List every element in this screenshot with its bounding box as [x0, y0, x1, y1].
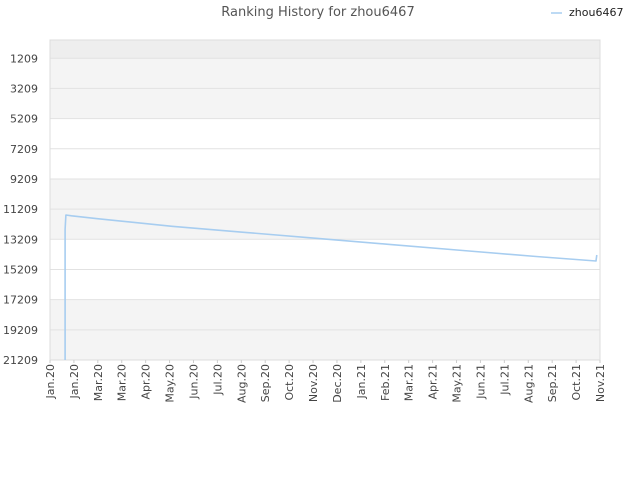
plot-frame	[49, 39, 601, 361]
gridlines	[50, 57, 600, 361]
legend-label: zhou6467	[569, 6, 623, 19]
legend[interactable]: zhou6467	[551, 6, 623, 19]
x-tick-label: Sep.21	[546, 364, 559, 402]
plot-bands	[50, 40, 600, 360]
x-tick-label: Aug.20	[235, 364, 248, 403]
y-tick-label: 11209	[3, 203, 38, 216]
y-tick-label: 15209	[3, 263, 38, 276]
series-layer	[64, 214, 598, 360]
y-tick-label: 13209	[3, 233, 38, 246]
plot-band	[50, 269, 600, 300]
plot-band	[50, 178, 600, 210]
x-tick-label: Mar.20	[92, 364, 105, 401]
x-tick-label: Oct.20	[283, 364, 296, 401]
y-tick-label: 17209	[3, 294, 38, 307]
x-tick-label: Sep.20	[259, 364, 272, 402]
plot-band	[50, 40, 600, 59]
x-tick-label: Jan.20	[44, 364, 57, 399]
x-tick-label: May.20	[164, 364, 177, 403]
x-tick-label: Aug.21	[522, 364, 535, 403]
x-tick-label: Nov.20	[307, 364, 320, 402]
x-tick-label: Jul.20	[211, 364, 224, 396]
chart-title: Ranking History for zhou6467	[221, 5, 414, 20]
y-tick-label: 5209	[10, 113, 38, 126]
y-tick-label: 9209	[10, 173, 38, 186]
plot-band	[50, 148, 600, 179]
x-tick-label: Apr.20	[140, 364, 153, 400]
x-tick-label: Jan.20	[68, 364, 81, 399]
y-tick-label: 3209	[10, 82, 38, 95]
plot-band	[50, 118, 600, 149]
series-line	[64, 214, 598, 360]
x-tick-label: Jun.21	[474, 364, 487, 400]
y-axis-ticks: 1209 3209 5209 7209 9209 11209 13209 15209 17209…	[3, 52, 38, 367]
plot-band	[50, 299, 600, 330]
x-tick-label: Nov.21	[594, 364, 607, 402]
x-tick-label: Oct.21	[570, 364, 583, 401]
y-tick-label: 7209	[10, 143, 38, 156]
plot-band	[50, 58, 600, 89]
x-axis-ticks: Jan.20 Jan.20 Mar.20 Mar.20 Apr.20 May.20 Jun.…	[44, 360, 607, 403]
x-tick-label: Jul.21	[498, 364, 511, 396]
x-tick-label: Mar.20	[116, 364, 129, 401]
y-tick-label: 19209	[3, 324, 38, 337]
x-tick-label: Jan.21	[355, 364, 368, 399]
plot-band	[50, 209, 600, 240]
x-tick-label: May.21	[451, 364, 464, 403]
x-tick-label: Jun.20	[187, 364, 200, 400]
x-tick-label: Feb.21	[379, 364, 392, 401]
y-tick-label: 1209	[10, 52, 38, 65]
x-tick-label: Apr.21	[427, 364, 440, 400]
x-tick-label: Mar.21	[403, 364, 416, 401]
plot-band	[50, 329, 600, 360]
x-tick-label: Dec.20	[331, 364, 344, 403]
y-tick-label: 21209	[3, 354, 38, 367]
plot-band	[50, 88, 600, 119]
